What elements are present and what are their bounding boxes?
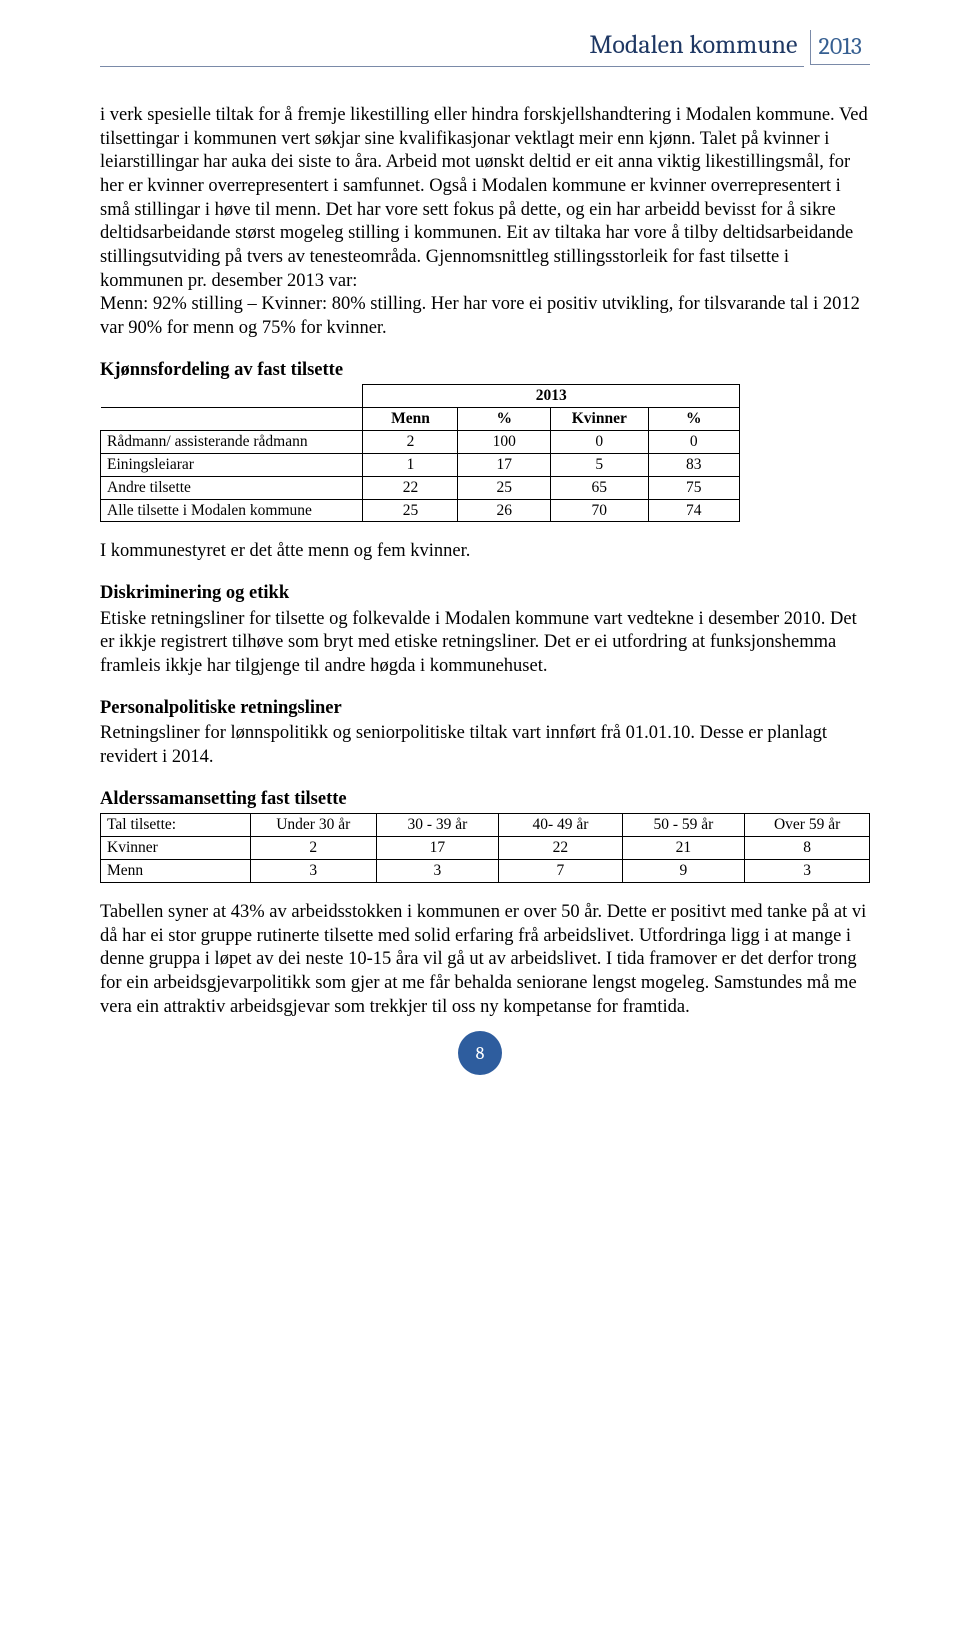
table-header-kvinner: Kvinner [551, 408, 649, 431]
table-header-label: Tal tilsette: [101, 814, 251, 837]
table-cell: 22 [499, 837, 622, 860]
table-cell: Einingsleiarar [101, 453, 363, 476]
table-cell: 5 [551, 453, 649, 476]
table-cell: 21 [622, 837, 745, 860]
table-header: 50 - 59 år [622, 814, 745, 837]
table-header-text: Menn [391, 410, 430, 427]
table-header-blank [101, 385, 363, 408]
table-cell: 74 [648, 499, 739, 522]
age-analysis-paragraph: Tabellen syner at 43% av arbeidsstokken … [100, 901, 870, 1019]
table-header-blank [101, 408, 363, 431]
table-cell: 8 [745, 837, 870, 860]
ethics-paragraph: Etiske retningsliner for tilsette og fol… [100, 608, 870, 679]
council-paragraph: I kommunestyret er det åtte menn og fem … [100, 540, 870, 564]
table-header-pct: % [648, 408, 739, 431]
table-row: Menn 3 3 7 9 3 [101, 860, 870, 883]
table-row: Rådmann/ assisterande rådmann 2 100 0 0 [101, 431, 740, 454]
table-cell: 3 [745, 860, 870, 883]
page-header: Modalen kommune 2013 [589, 30, 870, 65]
paragraph-text: i verk spesielle tiltak for å fremje lik… [100, 105, 868, 291]
table-cell: 3 [250, 860, 376, 883]
table-header-text: 2013 [536, 387, 567, 404]
table-cell: Kvinner [101, 837, 251, 860]
table-cell: 26 [458, 499, 551, 522]
table-header-pct: % [458, 408, 551, 431]
table-cell: Andre tilsette [101, 476, 363, 499]
table-cell: 2 [250, 837, 376, 860]
table-cell: 83 [648, 453, 739, 476]
table-cell: 22 [363, 476, 458, 499]
table-header: 30 - 39 år [376, 814, 499, 837]
document-page: Modalen kommune 2013 i verk spesielle ti… [0, 0, 960, 1097]
section-title-personnel: Personalpolitiske retningsliner [100, 697, 870, 721]
table-header-text: % [496, 410, 512, 427]
table-header-menn: Menn [363, 408, 458, 431]
personnel-paragraph: Retningsliner for lønnspolitikk og senio… [100, 722, 870, 769]
header-title: Modalen kommune [589, 30, 805, 60]
page-number: 8 [476, 1043, 485, 1064]
section-title-gender: Kjønnsfordeling av fast tilsette [100, 359, 870, 383]
table-cell: 1 [363, 453, 458, 476]
table-header-year: 2013 [363, 385, 740, 408]
table-cell: 3 [376, 860, 499, 883]
table-cell: 7 [499, 860, 622, 883]
table-header: Over 59 år [745, 814, 870, 837]
table-cell: 25 [363, 499, 458, 522]
header-rule [100, 66, 804, 67]
table-cell: Menn [101, 860, 251, 883]
table-row: Alle tilsette i Modalen kommune 25 26 70… [101, 499, 740, 522]
section-title-age: Alderssamansetting fast tilsette [100, 788, 870, 812]
table-row: 2013 [101, 385, 740, 408]
table-cell: 65 [551, 476, 649, 499]
table-row: Einingsleiarar 1 17 5 83 [101, 453, 740, 476]
paragraph-text: Menn: 92% stilling – Kvinner: 80% stilli… [100, 294, 860, 338]
document-body: i verk spesielle tiltak for å fremje lik… [100, 54, 870, 1019]
age-distribution-table: Tal tilsette: Under 30 år 30 - 39 år 40-… [100, 813, 870, 882]
section-title-ethics: Diskriminering og etikk [100, 582, 870, 606]
table-cell: Rådmann/ assisterande rådmann [101, 431, 363, 454]
table-row: Tal tilsette: Under 30 år 30 - 39 år 40-… [101, 814, 870, 837]
table-cell: 100 [458, 431, 551, 454]
table-header: 40- 49 år [499, 814, 622, 837]
table-header-text: Kvinner [572, 410, 627, 427]
table-cell: 75 [648, 476, 739, 499]
table-row: Kvinner 2 17 22 21 8 [101, 837, 870, 860]
table-cell: 9 [622, 860, 745, 883]
table-cell: 17 [458, 453, 551, 476]
table-cell: 17 [376, 837, 499, 860]
table-header: Under 30 år [250, 814, 376, 837]
table-cell: Alle tilsette i Modalen kommune [101, 499, 363, 522]
page-number-badge: 8 [458, 1031, 502, 1075]
table-cell: 2 [363, 431, 458, 454]
header-year: 2013 [810, 30, 871, 65]
table-header-text: % [686, 410, 702, 427]
intro-paragraph: i verk spesielle tiltak for å fremje lik… [100, 104, 870, 341]
table-cell: 25 [458, 476, 551, 499]
table-row: Andre tilsette 22 25 65 75 [101, 476, 740, 499]
table-row: Menn % Kvinner % [101, 408, 740, 431]
table-cell: 0 [648, 431, 739, 454]
gender-distribution-table: 2013 Menn % Kvinner % Rådmann/ assistera… [100, 384, 740, 522]
table-cell: 0 [551, 431, 649, 454]
table-cell: 70 [551, 499, 649, 522]
